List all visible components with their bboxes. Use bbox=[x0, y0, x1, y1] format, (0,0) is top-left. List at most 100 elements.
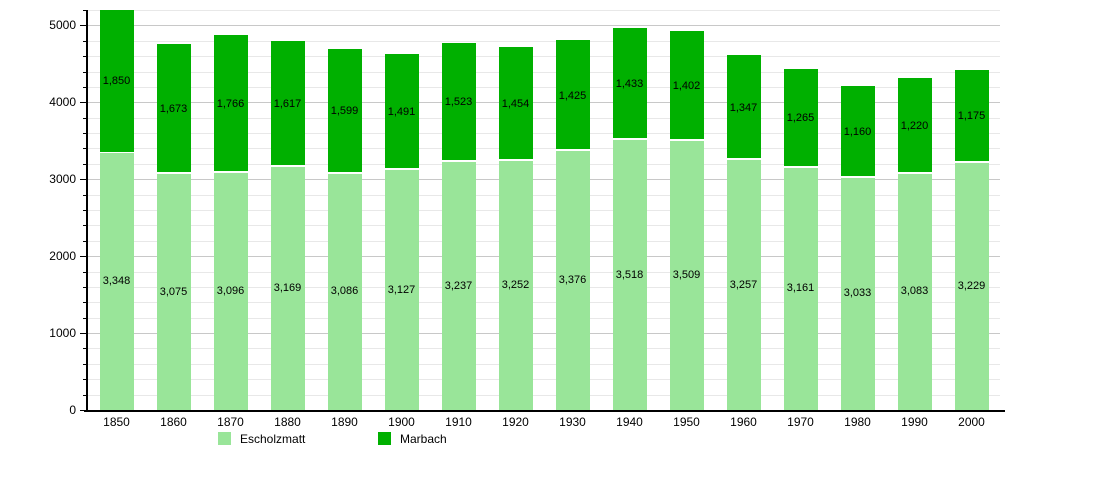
bar-value-label-escholzmatt: 3,086 bbox=[330, 285, 359, 298]
bar-value-label-escholzmatt: 3,229 bbox=[957, 279, 986, 292]
y-tick-minor bbox=[83, 240, 87, 242]
gridline-minor bbox=[88, 394, 1000, 396]
bar-segment-marbach bbox=[99, 10, 134, 153]
bar-value-label-escholzmatt: 3,252 bbox=[501, 278, 530, 291]
bar-value-label-marbach: 1,599 bbox=[330, 105, 359, 118]
bar-segment-escholzmatt bbox=[327, 172, 362, 411]
bar-value-label-marbach: 1,433 bbox=[615, 78, 644, 91]
x-tick-label: 1880 bbox=[274, 415, 301, 429]
gridline-major bbox=[88, 333, 1000, 335]
y-tick-minor bbox=[83, 317, 87, 319]
y-tick-minor bbox=[83, 71, 87, 73]
gridline-minor bbox=[88, 348, 1000, 350]
bar-segment-escholzmatt bbox=[726, 159, 761, 411]
x-tick-label: 1930 bbox=[559, 415, 586, 429]
bar-segment-escholzmatt bbox=[897, 172, 932, 411]
gridline-minor bbox=[88, 133, 1000, 135]
bar-segment-marbach bbox=[270, 40, 305, 166]
gridline-minor bbox=[88, 240, 1000, 242]
bar-segment-marbach bbox=[612, 28, 647, 139]
y-tick-minor bbox=[83, 271, 87, 273]
bar-value-label-escholzmatt: 3,075 bbox=[159, 285, 188, 298]
gridline-minor bbox=[88, 363, 1000, 365]
y-tick-label: 4000 bbox=[49, 95, 76, 110]
bar-segment-marbach bbox=[669, 31, 704, 140]
bar-value-label-escholzmatt: 3,169 bbox=[273, 282, 302, 295]
gridline-minor bbox=[88, 56, 1000, 58]
bar-segment-escholzmatt bbox=[783, 166, 818, 411]
gridline-major bbox=[88, 179, 1000, 181]
y-tick-minor bbox=[83, 394, 87, 396]
gridline-minor bbox=[88, 271, 1000, 273]
bar-segment-marbach bbox=[327, 48, 362, 172]
x-tick-label: 1990 bbox=[901, 415, 928, 429]
gridline-major bbox=[88, 102, 1000, 104]
bar-segment-marbach bbox=[726, 54, 761, 159]
y-tick-minor bbox=[83, 133, 87, 135]
gridline-minor bbox=[88, 86, 1000, 88]
gridline-minor bbox=[88, 225, 1000, 227]
gridline-major bbox=[88, 25, 1000, 27]
y-tick-major bbox=[80, 179, 87, 181]
bar-value-label-escholzmatt: 3,096 bbox=[216, 284, 245, 297]
y-tick-label: 2000 bbox=[49, 249, 76, 264]
x-tick-label: 1860 bbox=[160, 415, 187, 429]
bar-value-label-escholzmatt: 3,376 bbox=[558, 274, 587, 287]
bar-value-label-marbach: 1,850 bbox=[102, 75, 131, 88]
y-tick-minor bbox=[83, 40, 87, 42]
bar-value-label-marbach: 1,673 bbox=[159, 103, 188, 116]
legend-swatch-escholzmatt bbox=[218, 432, 231, 446]
bar-segment-marbach bbox=[213, 35, 248, 171]
bar-segment-marbach bbox=[555, 39, 590, 150]
bar-segment-marbach bbox=[498, 47, 533, 159]
gridline-minor bbox=[88, 302, 1000, 304]
y-tick-major bbox=[80, 410, 87, 411]
gridline-minor bbox=[88, 10, 1000, 11]
bar-value-label-escholzmatt: 3,161 bbox=[786, 282, 815, 295]
bar-value-label-marbach: 1,265 bbox=[786, 112, 815, 125]
bar-segment-escholzmatt bbox=[270, 166, 305, 411]
y-tick-minor bbox=[83, 86, 87, 88]
bar-segment-marbach bbox=[840, 86, 875, 176]
bar-segment-escholzmatt bbox=[213, 171, 248, 411]
y-tick-minor bbox=[83, 379, 87, 381]
x-tick-label: 1950 bbox=[673, 415, 700, 429]
bar-segment-marbach bbox=[384, 53, 419, 169]
gridline-minor bbox=[88, 379, 1000, 381]
y-tick-label: 5000 bbox=[49, 18, 76, 33]
bar-segment-marbach bbox=[783, 68, 818, 166]
bar-value-label-marbach: 1,766 bbox=[216, 97, 245, 110]
bar-segment-escholzmatt bbox=[156, 173, 191, 411]
bar-value-label-marbach: 1,347 bbox=[729, 101, 758, 114]
gridline-minor bbox=[88, 117, 1000, 119]
gridline-major bbox=[88, 256, 1000, 258]
bar-segment-escholzmatt bbox=[384, 169, 419, 411]
bar-value-label-escholzmatt: 3,257 bbox=[729, 278, 758, 291]
bar-value-label-escholzmatt: 3,348 bbox=[102, 275, 131, 288]
bar-segment-marbach bbox=[897, 78, 932, 172]
bar-value-label-escholzmatt: 3,033 bbox=[843, 287, 872, 300]
y-tick-major bbox=[80, 256, 87, 258]
y-axis-line bbox=[86, 10, 88, 412]
bar-value-label-marbach: 1,523 bbox=[444, 96, 473, 109]
y-tick-major bbox=[80, 333, 87, 335]
y-tick-minor bbox=[83, 363, 87, 365]
bar-value-label-marbach: 1,425 bbox=[558, 89, 587, 102]
y-tick-major bbox=[80, 25, 87, 27]
gridline-minor bbox=[88, 71, 1000, 73]
bar-value-label-escholzmatt: 3,127 bbox=[387, 283, 416, 296]
gridline-minor bbox=[88, 286, 1000, 288]
gridline-minor bbox=[88, 163, 1000, 165]
bar-value-label-marbach: 1,220 bbox=[900, 119, 929, 132]
bar-value-label-escholzmatt: 3,518 bbox=[615, 268, 644, 281]
y-tick-minor bbox=[83, 194, 87, 196]
bar-segment-escholzmatt bbox=[669, 140, 704, 411]
legend-label-marbach: Marbach bbox=[400, 431, 447, 446]
x-tick-label: 1870 bbox=[217, 415, 244, 429]
legend-item-marbach: Marbach bbox=[378, 430, 447, 446]
gridline-minor bbox=[88, 317, 1000, 319]
y-tick-minor bbox=[83, 348, 87, 350]
bar-segment-escholzmatt bbox=[99, 152, 134, 411]
x-tick-label: 1980 bbox=[844, 415, 871, 429]
bar-value-label-marbach: 1,160 bbox=[843, 126, 872, 139]
